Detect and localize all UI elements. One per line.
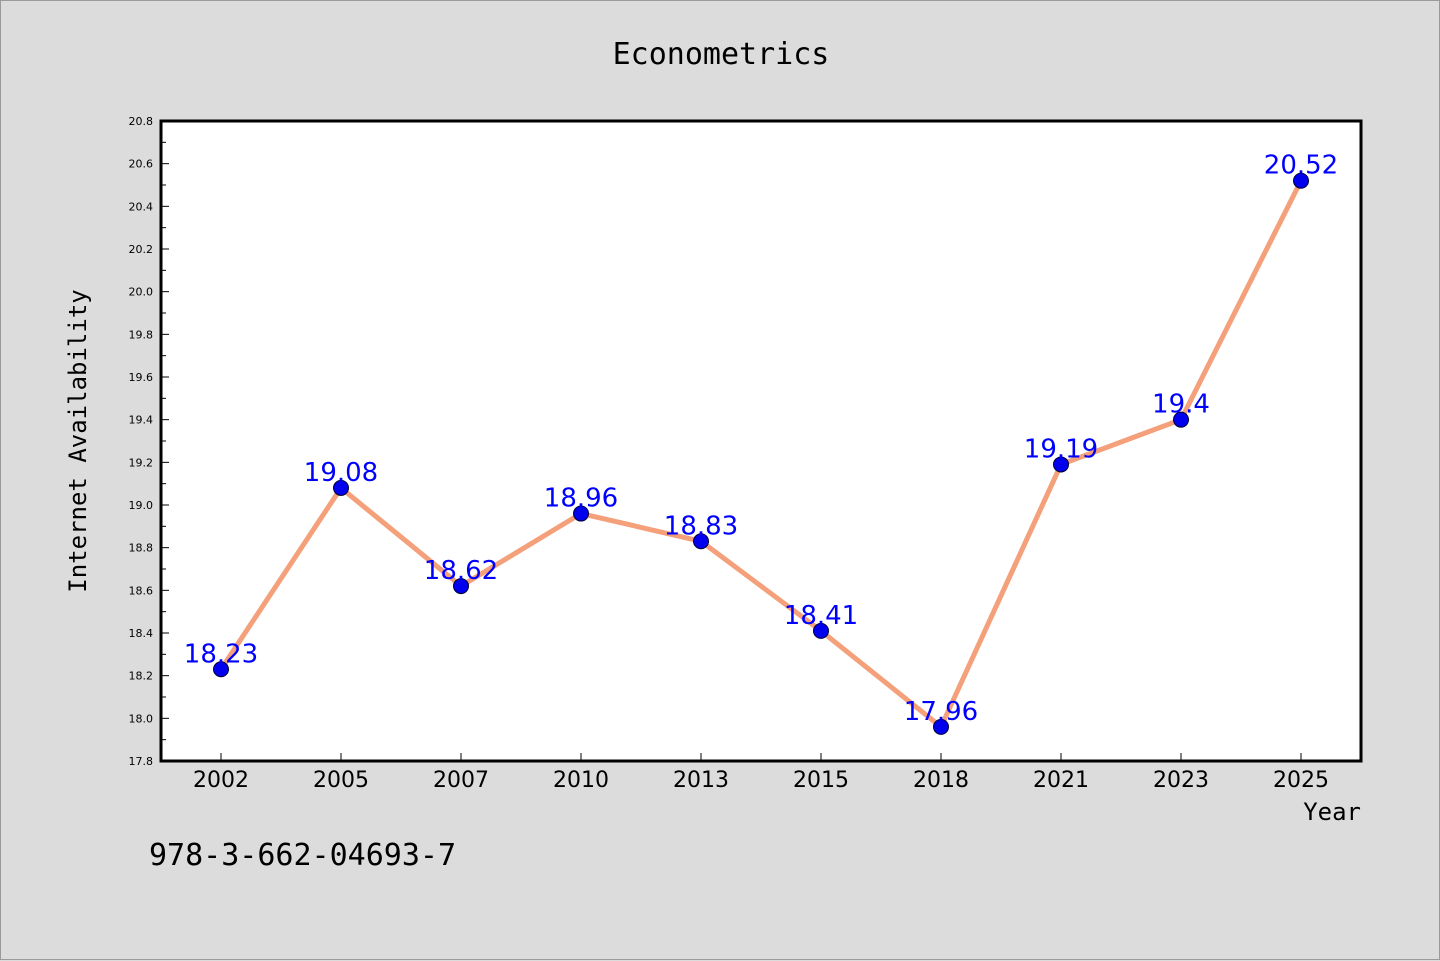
y-axis: 17.8 18.0 18.2 18.4 18.6 18.8 19.0 19.2 19.4 19.6… <box>129 115 169 768</box>
data-label: 18.62 <box>424 556 498 586</box>
y-tick-label: 19.8 <box>129 328 154 341</box>
data-label: 18.83 <box>664 511 738 541</box>
data-point <box>213 661 229 678</box>
y-tick-label: 19.0 <box>129 499 154 512</box>
y-tick-label: 18.8 <box>129 542 154 555</box>
data-point <box>573 505 589 522</box>
series-line <box>218 178 1304 730</box>
y-tick-label: 17.8 <box>129 755 154 768</box>
x-tick-label: 2007 <box>433 768 489 793</box>
data-label: 17.96 <box>904 697 978 727</box>
data-label: 18.41 <box>784 601 858 631</box>
x-axis: 2002 2005 2007 2010 2013 2015 2018 2021 2023 2025 <box>193 753 1329 793</box>
data-label: 18.96 <box>544 484 618 514</box>
chart-title: Econometrics <box>613 37 830 72</box>
y-tick-label: 20.0 <box>129 286 154 299</box>
x-tick-label: 2018 <box>913 768 969 793</box>
x-tick-label: 2013 <box>673 768 729 793</box>
x-tick-label: 2005 <box>313 768 369 793</box>
x-tick-label: 2010 <box>553 768 609 793</box>
data-point <box>813 622 829 639</box>
y-axis-title: Internet Availability <box>64 289 92 592</box>
plot-area <box>159 119 1363 763</box>
data-point <box>1053 456 1069 473</box>
y-tick-label: 20.8 <box>129 115 154 128</box>
y-tick-label: 19.4 <box>129 414 154 427</box>
y-tick-label: 18.0 <box>129 712 154 725</box>
data-point <box>333 479 349 496</box>
x-tick-label: 2023 <box>1153 768 1209 793</box>
x-tick-label: 2021 <box>1033 768 1089 793</box>
data-label: 20.52 <box>1264 151 1338 181</box>
data-point <box>1293 172 1309 189</box>
data-label: 19.19 <box>1024 434 1098 464</box>
isbn-footnote: 978-3-662-04693-7 <box>149 838 456 873</box>
data-label: 19.4 <box>1152 390 1210 420</box>
y-tick-label: 19.2 <box>129 456 154 469</box>
x-axis-title: Year <box>1303 798 1361 826</box>
data-label: 19.08 <box>304 458 378 488</box>
y-tick-label: 18.2 <box>129 670 154 683</box>
y-tick-label: 20.4 <box>129 200 154 213</box>
x-tick-label: 2015 <box>793 768 849 793</box>
data-point <box>693 533 709 550</box>
data-point <box>933 718 949 735</box>
series-layer: 18.23 19.08 18.62 18.96 18.83 18.41 17.96 19.19… <box>184 151 1338 735</box>
y-tick-label: 20.6 <box>129 158 154 171</box>
data-label: 18.23 <box>184 639 258 669</box>
data-point <box>453 578 469 595</box>
y-tick-label: 20.2 <box>129 243 154 256</box>
x-tick-label: 2002 <box>193 768 249 793</box>
y-tick-label: 19.6 <box>129 371 154 384</box>
x-tick-label: 2025 <box>1273 768 1329 793</box>
y-tick-label: 18.4 <box>129 627 154 640</box>
data-point <box>1173 411 1189 428</box>
y-tick-label: 18.6 <box>129 584 154 597</box>
